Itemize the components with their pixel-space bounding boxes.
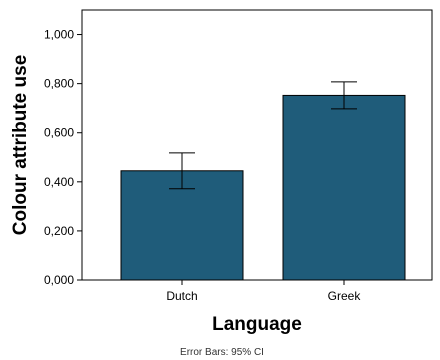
y-tick-label: 0,200 [44, 224, 74, 238]
y-tick-label: 1,000 [44, 28, 74, 42]
bars-group [120, 94, 406, 281]
y-tick-label: 0,600 [44, 126, 74, 140]
error-bar-greek [331, 81, 357, 110]
footnote: Error Bars: 95% CI [180, 347, 264, 358]
y-axis-ticks: 0,000 0,200 0,400 0,600 0,800 1,000 [44, 28, 82, 287]
y-tick-label: 0,800 [44, 77, 74, 91]
x-axis-category-labels: Dutch Greek [166, 280, 361, 303]
bar-greek [282, 94, 406, 281]
y-tick-label: 0,400 [44, 175, 74, 189]
x-axis-title: Language [212, 314, 302, 335]
y-tick-label: 0,000 [44, 273, 74, 287]
x-category-label-dutch: Dutch [166, 289, 197, 303]
error-bar-dutch [169, 152, 195, 190]
y-axis-title: Colour attribute use [10, 55, 31, 236]
error-bars-group [169, 81, 357, 190]
x-category-label-greek: Greek [328, 289, 362, 303]
